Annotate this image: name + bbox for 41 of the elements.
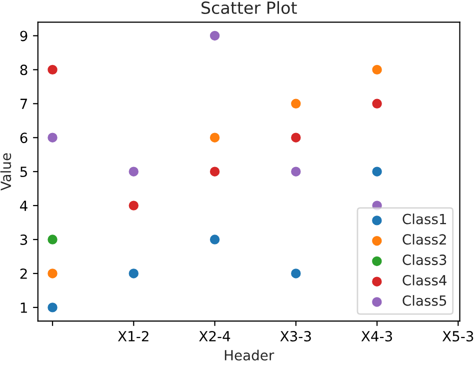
y-tick-label: 4 (20, 200, 28, 211)
legend-label: Class4 (402, 274, 446, 286)
point (210, 234, 220, 244)
legend-label: Class3 (402, 254, 446, 266)
point (48, 302, 58, 312)
point (48, 234, 58, 244)
x-tick-label: X5-3 (442, 330, 474, 342)
y-tick-label: 3 (20, 234, 28, 245)
legend-label: Class2 (402, 234, 446, 245)
x-tick-label: X4-3 (361, 330, 392, 342)
y-tick-label: 6 (20, 132, 28, 144)
point (372, 64, 382, 75)
y-tick-label: 5 (20, 166, 27, 178)
point (372, 166, 382, 176)
point (48, 64, 58, 75)
point (372, 98, 382, 109)
point (291, 268, 301, 278)
point (128, 268, 139, 278)
y-tick-label: 7 (20, 98, 28, 109)
point (291, 132, 301, 142)
y-tick-label: 8 (20, 64, 28, 76)
point (210, 132, 220, 142)
point (210, 30, 220, 41)
x-tick-label: X2-4 (199, 330, 230, 342)
point (48, 132, 58, 142)
point (291, 166, 301, 176)
legend-label: Class5 (402, 295, 446, 306)
y-axis-title: Value (0, 153, 12, 191)
point (128, 200, 139, 210)
x-tick-label: X3-3 (280, 330, 311, 342)
chart-title: Scatter Plot (202, 1, 297, 14)
x-axis-title: Header (224, 350, 274, 360)
point (210, 166, 220, 176)
x-tick-label: X1-2 (118, 330, 148, 342)
point (48, 268, 58, 278)
y-tick-label: 2 (20, 268, 27, 279)
y-tick-label: 9 (20, 30, 28, 42)
y-tick-label: 1 (20, 302, 27, 313)
point (128, 166, 139, 176)
point (291, 98, 301, 109)
legend-label: Class1 (402, 214, 446, 224)
